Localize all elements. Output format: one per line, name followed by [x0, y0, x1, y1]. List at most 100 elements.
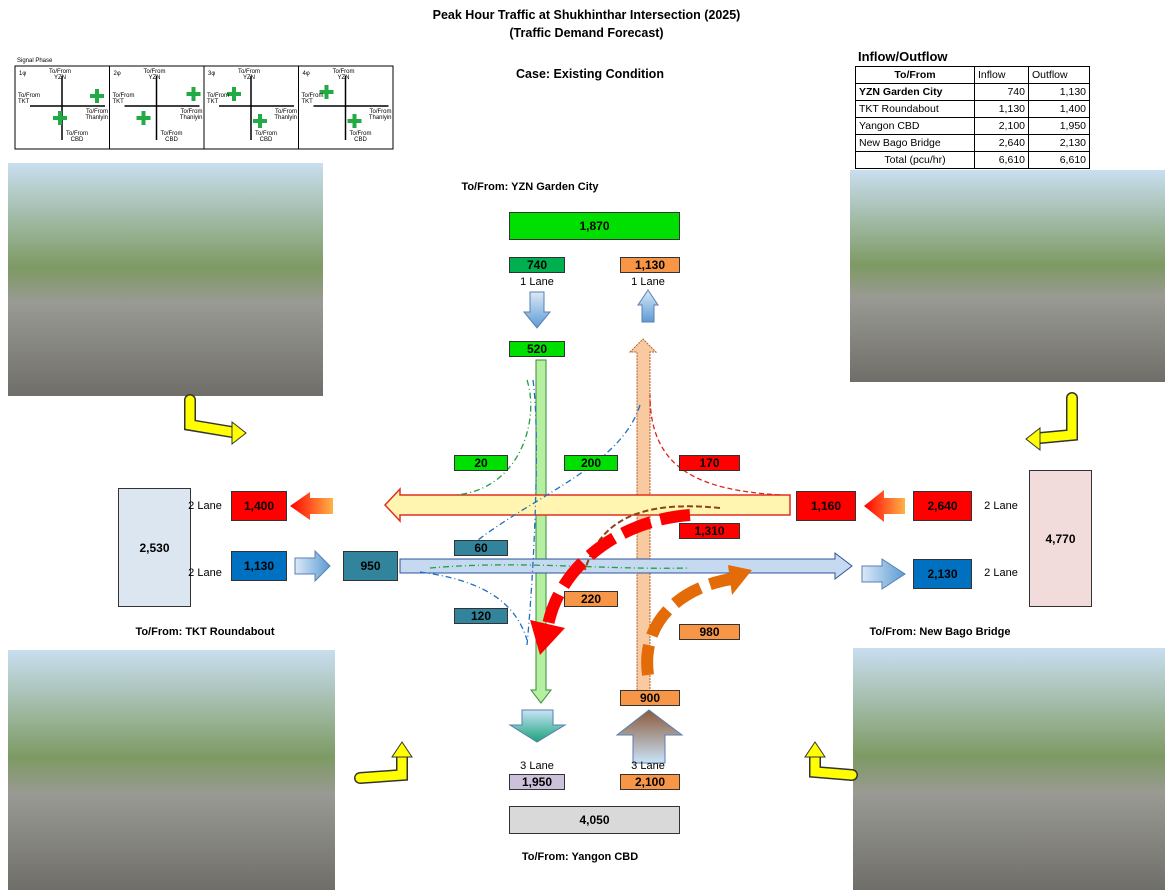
label: To/From TKT — [301, 93, 324, 106]
label: To/From Thanlyin — [368, 109, 392, 122]
value-box: 1,400 — [231, 491, 287, 521]
yellow-arrowheads — [231, 420, 1041, 758]
table-cell: 2,100 — [974, 117, 1029, 135]
turn-flows — [419, 379, 781, 676]
value-box: 4,050 — [509, 806, 680, 834]
label: To/From TKT — [112, 93, 135, 106]
label: 4φ — [302, 71, 310, 77]
label: 2 Lane — [188, 500, 222, 512]
label: To/From YZN — [237, 69, 260, 82]
table-cell: 1,950 — [1028, 117, 1090, 135]
arrow — [615, 709, 684, 764]
table-cell: Total (pcu/hr) — [855, 151, 975, 169]
table-title: Inflow/Outflow — [858, 49, 948, 64]
phase-label: Signal Phase — [17, 58, 53, 64]
value-box: 60 — [454, 540, 508, 556]
value-box: 1,950 — [509, 774, 565, 790]
label: To/From YZN — [143, 69, 166, 82]
value-box: 2,100 — [620, 774, 680, 790]
through-lane — [399, 551, 853, 581]
value-box: 1,310 — [679, 523, 740, 539]
photo — [850, 170, 1165, 382]
phase-diagrams — [30, 66, 389, 149]
phase-arrow — [90, 89, 104, 103]
table-row: YZN Garden City 740 1,130 — [855, 83, 1090, 101]
label: 2 Lane — [984, 567, 1018, 579]
arrow — [508, 709, 567, 743]
phase-arrow — [253, 114, 267, 128]
table-cell: 1,130 — [1028, 83, 1090, 101]
table-cell: 2,640 — [974, 134, 1029, 152]
phase-arrow — [347, 114, 362, 128]
subtitle: (Traffic Demand Forecast) — [509, 26, 664, 40]
label: 1 Lane — [631, 276, 665, 288]
arrowhead — [530, 620, 565, 655]
value-box: 2,130 — [913, 559, 972, 589]
phase-arrow — [227, 87, 241, 101]
table-cell: 6,610 — [974, 151, 1029, 169]
value-box: 20 — [454, 455, 508, 471]
table-cell: 740 — [974, 83, 1029, 101]
value-box: 1,130 — [231, 551, 287, 581]
value-box: 200 — [564, 455, 618, 471]
table-cell: 2,130 — [1028, 134, 1090, 152]
label: To/From YZN — [48, 69, 71, 82]
table-cell: 6,610 — [1028, 151, 1090, 169]
table-row: TKT Roundabout 1,130 1,400 — [855, 100, 1090, 118]
label: To/From YZN — [332, 69, 355, 82]
label: To/From CBD — [65, 131, 88, 144]
label: To/From CBD — [349, 131, 372, 144]
value-box: 980 — [679, 624, 740, 640]
header: Inflow — [974, 66, 1029, 84]
value-box: 1,130 — [620, 257, 680, 273]
yellow-turns — [184, 392, 1078, 784]
value-box: 950 — [343, 551, 398, 581]
value-box: 520 — [509, 341, 565, 357]
label: To/From CBD — [254, 131, 277, 144]
table-row: Yangon CBD 2,100 1,950 — [855, 117, 1090, 135]
through-lane — [383, 487, 791, 523]
label: 2 Lane — [984, 500, 1018, 512]
photo — [853, 648, 1165, 890]
label: To/From: YZN Garden City — [461, 181, 599, 193]
label: 2φ — [113, 71, 121, 77]
label: 2 Lane — [188, 567, 222, 579]
header: Outflow — [1028, 66, 1090, 84]
value-box: 740 — [509, 257, 565, 273]
value-box: 120 — [454, 608, 508, 624]
table-cell: Yangon CBD — [855, 117, 975, 135]
label: 3 Lane — [631, 760, 665, 772]
value-box: 170 — [679, 455, 740, 471]
table-cell: TKT Roundabout — [855, 100, 975, 118]
label: To/From: Yangon CBD — [521, 851, 639, 863]
label: 1 Lane — [520, 276, 554, 288]
label: 3 Lane — [520, 760, 554, 772]
label: To/From TKT — [18, 93, 41, 106]
header: To/From — [855, 66, 975, 84]
case: Case: Existing Condition — [516, 67, 664, 81]
photo — [8, 650, 335, 890]
arrow — [864, 490, 905, 522]
label: 3φ — [208, 71, 216, 77]
label: To/From CBD — [160, 131, 183, 144]
table-cell: YZN Garden City — [855, 83, 975, 101]
inflow-table: To/From Inflow Outflow YZN Garden City 740 1… — [855, 66, 1090, 169]
value-box: 1,160 — [796, 491, 856, 521]
arrow — [861, 558, 906, 590]
label: To/From: New Bago Bridge — [869, 626, 1011, 638]
title: Peak Hour Traffic at Shukhinthar Interse… — [432, 8, 741, 22]
photo — [8, 163, 323, 396]
label: To/From Thanlyin — [179, 109, 203, 122]
table-row: New Bago Bridge 2,640 2,130 — [855, 134, 1090, 152]
phase-arrow — [186, 87, 201, 101]
label: 1φ — [19, 71, 27, 77]
label: To/From: TKT Roundabout — [135, 626, 275, 638]
phase-arrow — [136, 111, 151, 125]
label: To/From Thanlyin — [274, 109, 297, 122]
value-box: 4,770 — [1029, 470, 1092, 607]
value-box: 1,870 — [509, 212, 680, 240]
label: To/From TKT — [207, 93, 230, 106]
phase-arrow — [319, 85, 334, 99]
